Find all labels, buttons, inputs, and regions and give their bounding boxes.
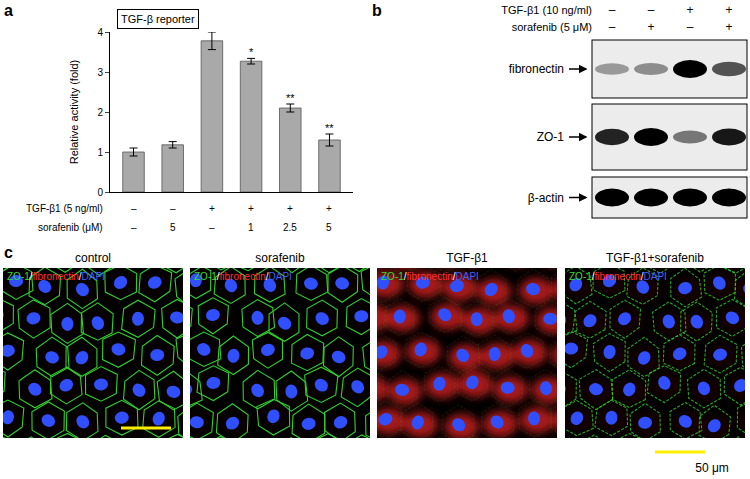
svg-text:TGF-β1 (5 ng/ml): TGF-β1 (5 ng/ml) bbox=[26, 203, 103, 214]
svg-text:*: * bbox=[249, 46, 254, 58]
svg-text:+: + bbox=[725, 3, 732, 17]
svg-text:–: – bbox=[609, 20, 616, 34]
svg-text:–: – bbox=[687, 20, 694, 34]
svg-text:+: + bbox=[686, 3, 693, 17]
svg-text:c: c bbox=[4, 244, 13, 261]
svg-text:sorafenib: sorafenib bbox=[255, 251, 305, 265]
svg-text:1: 1 bbox=[248, 222, 254, 233]
svg-text:–: – bbox=[648, 3, 655, 17]
svg-text:0: 0 bbox=[97, 187, 103, 198]
svg-text:4: 4 bbox=[97, 27, 103, 38]
svg-text:TGF-β1+sorafenib: TGF-β1+sorafenib bbox=[606, 251, 704, 265]
svg-text:**: ** bbox=[325, 122, 334, 134]
svg-text:5: 5 bbox=[170, 222, 176, 233]
svg-text:control: control bbox=[75, 251, 111, 265]
svg-text:+: + bbox=[647, 20, 654, 34]
svg-text:50 μm: 50 μm bbox=[695, 461, 729, 475]
svg-text:fibronectin: fibronectin bbox=[509, 62, 564, 76]
svg-text:+: + bbox=[287, 203, 293, 214]
svg-text:TGF-β1 (10 ng/ml): TGF-β1 (10 ng/ml) bbox=[501, 4, 592, 16]
svg-text:sorafenib (μM): sorafenib (μM) bbox=[38, 222, 103, 233]
svg-text:ZO-1: ZO-1 bbox=[537, 130, 565, 144]
svg-text:b: b bbox=[372, 2, 382, 19]
svg-text:+: + bbox=[248, 203, 254, 214]
svg-text:+: + bbox=[326, 203, 332, 214]
svg-text:–: – bbox=[609, 3, 616, 17]
svg-text:TGF-β reporter: TGF-β reporter bbox=[121, 13, 195, 25]
svg-text:1: 1 bbox=[97, 147, 103, 158]
svg-text:ZO-1/fibronectin/DAPI: ZO-1/fibronectin/DAPI bbox=[194, 271, 292, 282]
svg-text:5: 5 bbox=[326, 222, 332, 233]
svg-text:ZO-1/fibronectin/DAPI: ZO-1/fibronectin/DAPI bbox=[7, 271, 105, 282]
svg-text:2.5: 2.5 bbox=[283, 222, 297, 233]
svg-text:ZO-1/fibronectin/DAPI: ZO-1/fibronectin/DAPI bbox=[381, 271, 479, 282]
svg-text:–: – bbox=[209, 222, 215, 233]
svg-text:Relative activity (fold): Relative activity (fold) bbox=[68, 60, 80, 165]
svg-text:–: – bbox=[131, 203, 137, 214]
svg-text:+: + bbox=[209, 203, 215, 214]
svg-text:**: ** bbox=[286, 92, 295, 104]
svg-text:ZO-1/fibronectin/DAPI: ZO-1/fibronectin/DAPI bbox=[569, 271, 667, 282]
svg-text:β-actin: β-actin bbox=[528, 191, 564, 205]
svg-text:–: – bbox=[170, 203, 176, 214]
svg-text:TGF-β1: TGF-β1 bbox=[446, 251, 488, 265]
svg-text:sorafenib (5 μM): sorafenib (5 μM) bbox=[512, 21, 592, 33]
svg-text:+: + bbox=[725, 20, 732, 34]
svg-text:2: 2 bbox=[97, 107, 103, 118]
svg-text:3: 3 bbox=[97, 67, 103, 78]
svg-text:a: a bbox=[4, 2, 13, 19]
svg-text:–: – bbox=[131, 222, 137, 233]
